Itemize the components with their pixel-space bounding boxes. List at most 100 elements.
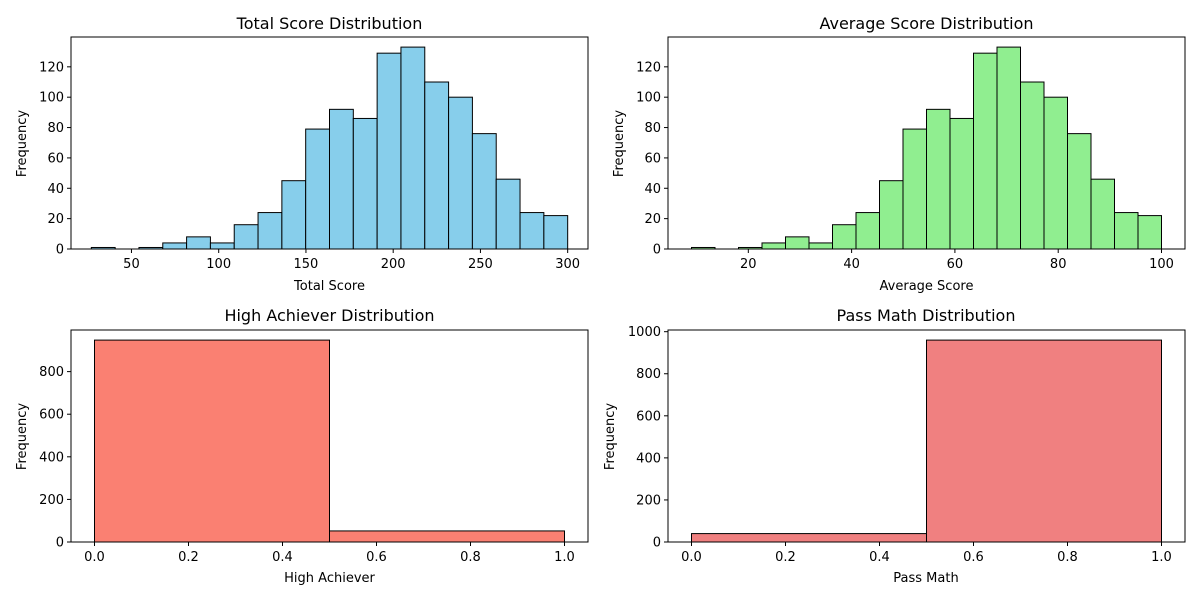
x-tick-label: 0.0 bbox=[681, 550, 702, 565]
x-tick-label: 0.2 bbox=[775, 550, 796, 565]
histogram-bar bbox=[902, 128, 927, 250]
plot-frame bbox=[70, 36, 589, 250]
histogram-bar bbox=[281, 180, 307, 250]
x-axis-label: High Achiever bbox=[284, 571, 375, 586]
x-axis-label: Pass Math bbox=[893, 571, 958, 586]
y-tick-label: 600 bbox=[636, 409, 661, 424]
x-tick-label: 0.4 bbox=[869, 550, 890, 565]
histogram-bar bbox=[832, 224, 857, 250]
x-tick-label: 80 bbox=[1050, 257, 1067, 272]
y-tick-label: 40 bbox=[47, 182, 64, 197]
y-axis: 0 20 40 60 80 100 120 bbox=[39, 60, 71, 258]
histogram-bar bbox=[448, 96, 473, 250]
x-tick-label: 0.0 bbox=[84, 550, 105, 565]
histogram-bar bbox=[1020, 81, 1045, 250]
y-tick-label: 400 bbox=[39, 450, 64, 465]
x-axis: 50 100 150 200 250 300 bbox=[123, 249, 580, 272]
y-tick-label: 0 bbox=[56, 243, 64, 258]
y-tick-label: 800 bbox=[636, 367, 661, 382]
histogram-bar bbox=[785, 236, 810, 250]
x-tick-label: 300 bbox=[555, 257, 580, 272]
histogram-bar bbox=[329, 530, 565, 543]
histogram-bar bbox=[376, 52, 402, 250]
chart-title: Average Score Distribution bbox=[819, 14, 1033, 33]
x-axis: 0.0 0.2 0.4 0.6 0.8 1.0 bbox=[84, 542, 575, 565]
y-tick-label: 60 bbox=[644, 151, 661, 166]
x-tick-label: 0.6 bbox=[366, 550, 387, 565]
x-tick-label: 20 bbox=[740, 257, 757, 272]
y-tick-label: 20 bbox=[47, 212, 64, 227]
subplot-high-achiever: High Achiever Distribution High Achiever… bbox=[15, 306, 589, 586]
histogram-bar bbox=[305, 128, 330, 250]
x-tick-label: 200 bbox=[381, 257, 406, 272]
histogram-bar bbox=[209, 242, 235, 250]
histogram-bar bbox=[495, 178, 521, 250]
histogram-bar bbox=[1067, 133, 1092, 250]
histogram-bar bbox=[471, 133, 497, 250]
histogram-bars bbox=[90, 46, 569, 250]
y-tick-label: 80 bbox=[644, 121, 661, 136]
x-tick-label: 250 bbox=[468, 257, 493, 272]
histogram-bar bbox=[855, 212, 880, 250]
x-tick-label: 100 bbox=[206, 257, 231, 272]
x-tick-label: 50 bbox=[123, 257, 140, 272]
histogram-bar bbox=[949, 117, 974, 250]
plot-frame bbox=[70, 329, 589, 543]
x-tick-label: 0.6 bbox=[963, 550, 984, 565]
histogram-bar bbox=[543, 215, 569, 250]
subplot-average-score: Average Score Distribution Average Score… bbox=[612, 14, 1186, 294]
x-axis-label: Average Score bbox=[880, 279, 974, 294]
y-tick-label: 800 bbox=[39, 365, 64, 380]
x-tick-label: 0.2 bbox=[178, 550, 199, 565]
histogram-bar bbox=[1114, 212, 1139, 250]
chart-title: Total Score Distribution bbox=[236, 14, 423, 33]
x-tick-label: 60 bbox=[947, 257, 964, 272]
y-axis-label: Frequency bbox=[15, 110, 30, 177]
y-tick-label: 80 bbox=[47, 121, 64, 136]
y-axis: 0 200 400 600 800 1000 bbox=[628, 325, 668, 551]
histogram-bar bbox=[926, 339, 1162, 543]
plot-frame bbox=[667, 36, 1186, 250]
histogram-bar bbox=[162, 242, 188, 250]
y-tick-label: 0 bbox=[653, 243, 661, 258]
y-tick-label: 120 bbox=[39, 60, 64, 75]
histogram-bar bbox=[94, 339, 330, 543]
histogram-bar bbox=[808, 242, 833, 250]
subplot-total-score: Total Score Distribution Total Score Fre… bbox=[15, 14, 589, 294]
y-tick-label: 200 bbox=[636, 493, 661, 508]
histogram-bar bbox=[186, 236, 211, 250]
y-tick-label: 200 bbox=[39, 493, 64, 508]
x-tick-label: 0.8 bbox=[1057, 550, 1078, 565]
y-tick-label: 400 bbox=[636, 451, 661, 466]
y-tick-label: 120 bbox=[636, 60, 661, 75]
histogram-bars bbox=[691, 46, 1162, 250]
chart-title: High Achiever Distribution bbox=[224, 306, 434, 325]
histogram-bars bbox=[691, 339, 1162, 543]
subplot-pass-math: Pass Math Distribution Pass Math Frequen… bbox=[603, 306, 1186, 586]
y-axis-label: Frequency bbox=[603, 403, 618, 470]
y-tick-label: 0 bbox=[56, 536, 64, 551]
histogram-bars bbox=[94, 339, 565, 543]
y-tick-label: 1000 bbox=[628, 325, 661, 340]
histogram-bar bbox=[233, 224, 259, 250]
plot-frame bbox=[667, 329, 1186, 543]
histogram-bar bbox=[1090, 178, 1115, 250]
x-tick-label: 0.4 bbox=[272, 550, 293, 565]
x-axis-label: Total Score bbox=[293, 279, 365, 294]
y-tick-label: 100 bbox=[636, 91, 661, 106]
y-axis: 0 20 40 60 80 100 120 bbox=[636, 60, 668, 258]
histogram-bar bbox=[519, 212, 545, 250]
histogram-bar bbox=[926, 108, 951, 250]
histogram-bar bbox=[1043, 96, 1068, 250]
histogram-bar bbox=[879, 180, 904, 250]
x-tick-label: 0.8 bbox=[460, 550, 481, 565]
histogram-bar bbox=[691, 533, 927, 543]
y-tick-label: 40 bbox=[644, 182, 661, 197]
histogram-bar bbox=[257, 212, 283, 250]
y-axis-label: Frequency bbox=[15, 403, 30, 470]
histogram-bar bbox=[400, 46, 426, 250]
x-tick-label: 100 bbox=[1149, 257, 1174, 272]
histogram-bar bbox=[973, 52, 998, 250]
histogram-bar bbox=[996, 46, 1021, 250]
